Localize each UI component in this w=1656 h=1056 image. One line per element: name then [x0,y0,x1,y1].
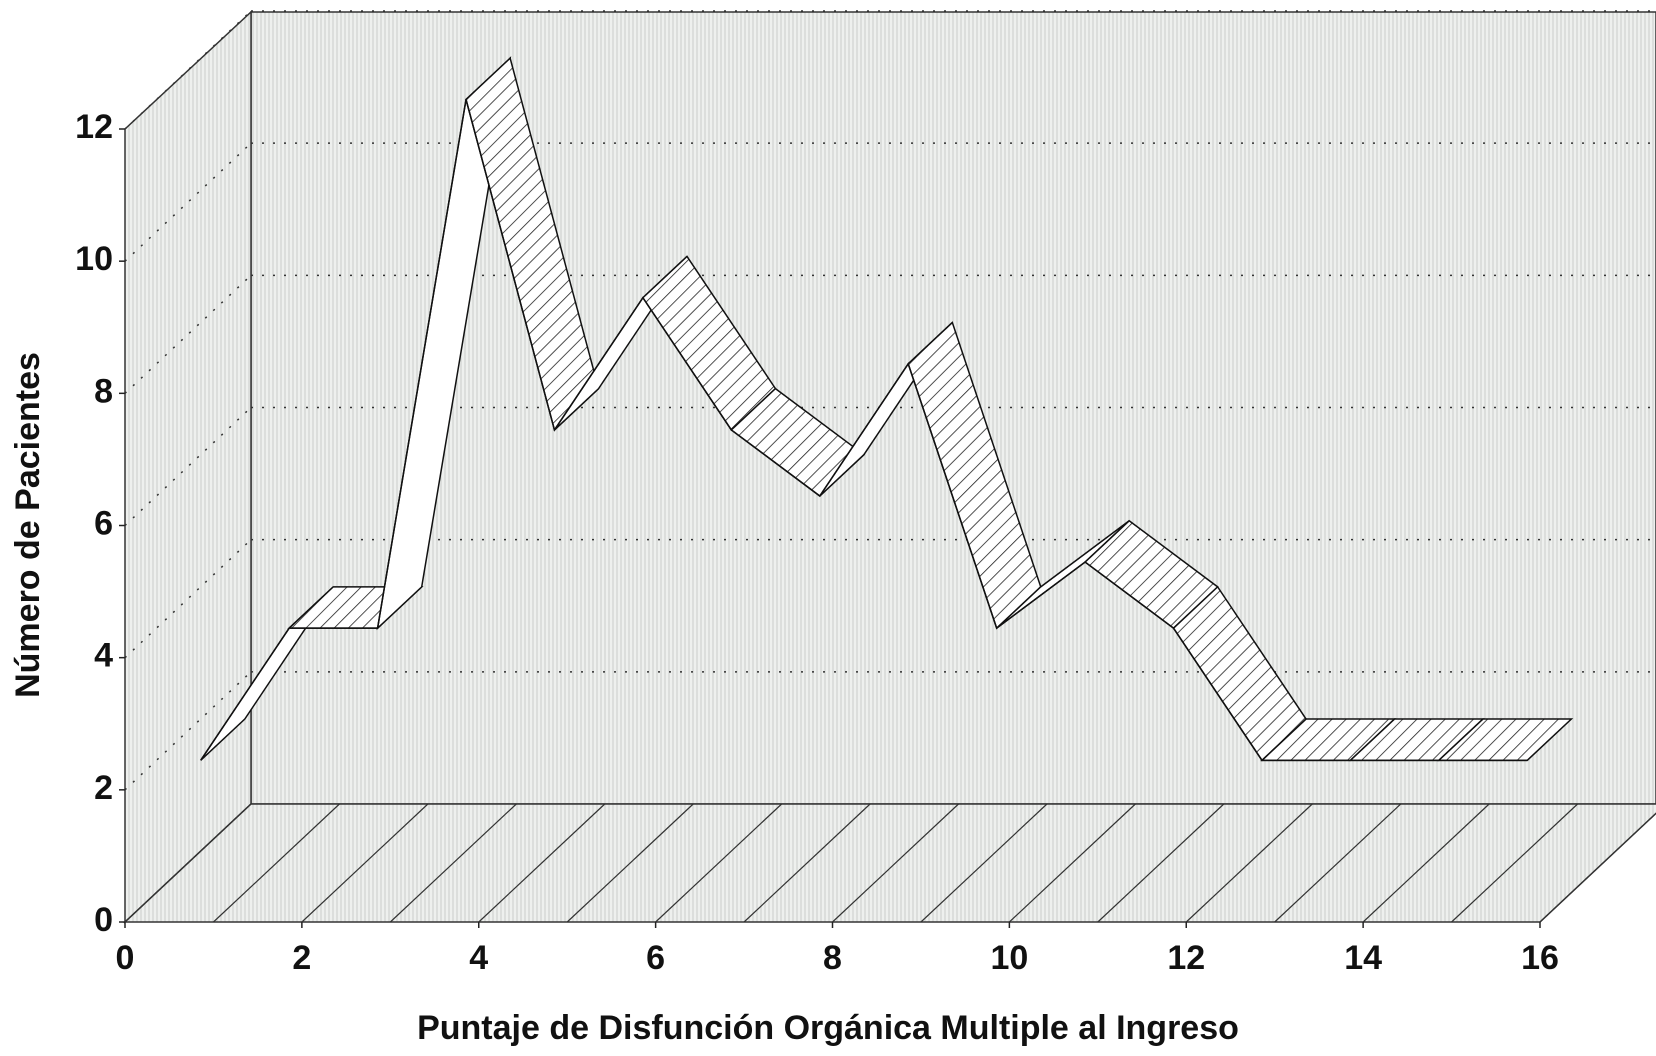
floor-hatch [1185,803,1313,923]
data-line [200,99,1528,762]
floor-hatch [832,803,959,923]
left-wall [124,10,252,924]
grid-line [124,10,252,130]
floor-hatch [301,803,429,923]
floor-hatch [1097,803,1225,923]
floor-hatch [743,803,871,923]
floor-hatch [124,803,252,923]
x-tick-label: 6 [646,939,665,977]
grid-line [124,274,252,394]
grid-line [124,671,252,791]
floor-hatch [566,803,694,923]
x-tick-label: 0 [116,939,135,977]
grid-line [124,142,252,262]
floor-hatch [213,803,340,923]
y-tick-label: 10 [75,240,113,278]
grid-line [124,406,252,527]
marks [200,56,1574,762]
y-tick-label: 2 [94,769,113,807]
x-tick-label: 10 [990,939,1028,977]
x-tick-label: 12 [1167,939,1205,977]
x-tick-label: 2 [292,939,311,977]
floor-hatch [1008,803,1136,923]
x-tick-label: 8 [823,939,842,977]
floor-hatch [1539,812,1656,923]
x-tick-label: 14 [1344,939,1382,977]
floor-hatch [920,803,1048,923]
floor-hatch [655,803,783,923]
grid-line [124,539,252,659]
floor-hatch [478,803,606,923]
y-axis-label: Número de Pacientes [9,352,47,698]
walls [119,10,1656,928]
floor-hatch [1362,803,1490,923]
y-tick-label: 0 [94,901,113,939]
floor-hatch [1451,803,1578,923]
floor-hatch [389,803,517,923]
x-axis-label: Puntaje de Disfunción Orgánica Multiple … [417,1009,1239,1047]
x-tick-label: 4 [469,939,488,977]
x-tick-label: 16 [1521,939,1559,977]
floor-hatch [1274,803,1402,923]
y-tick-label: 6 [94,504,113,542]
y-tick-label: 4 [94,637,113,675]
y-tick-label: 8 [94,372,113,410]
y-tick-label: 12 [75,108,113,146]
